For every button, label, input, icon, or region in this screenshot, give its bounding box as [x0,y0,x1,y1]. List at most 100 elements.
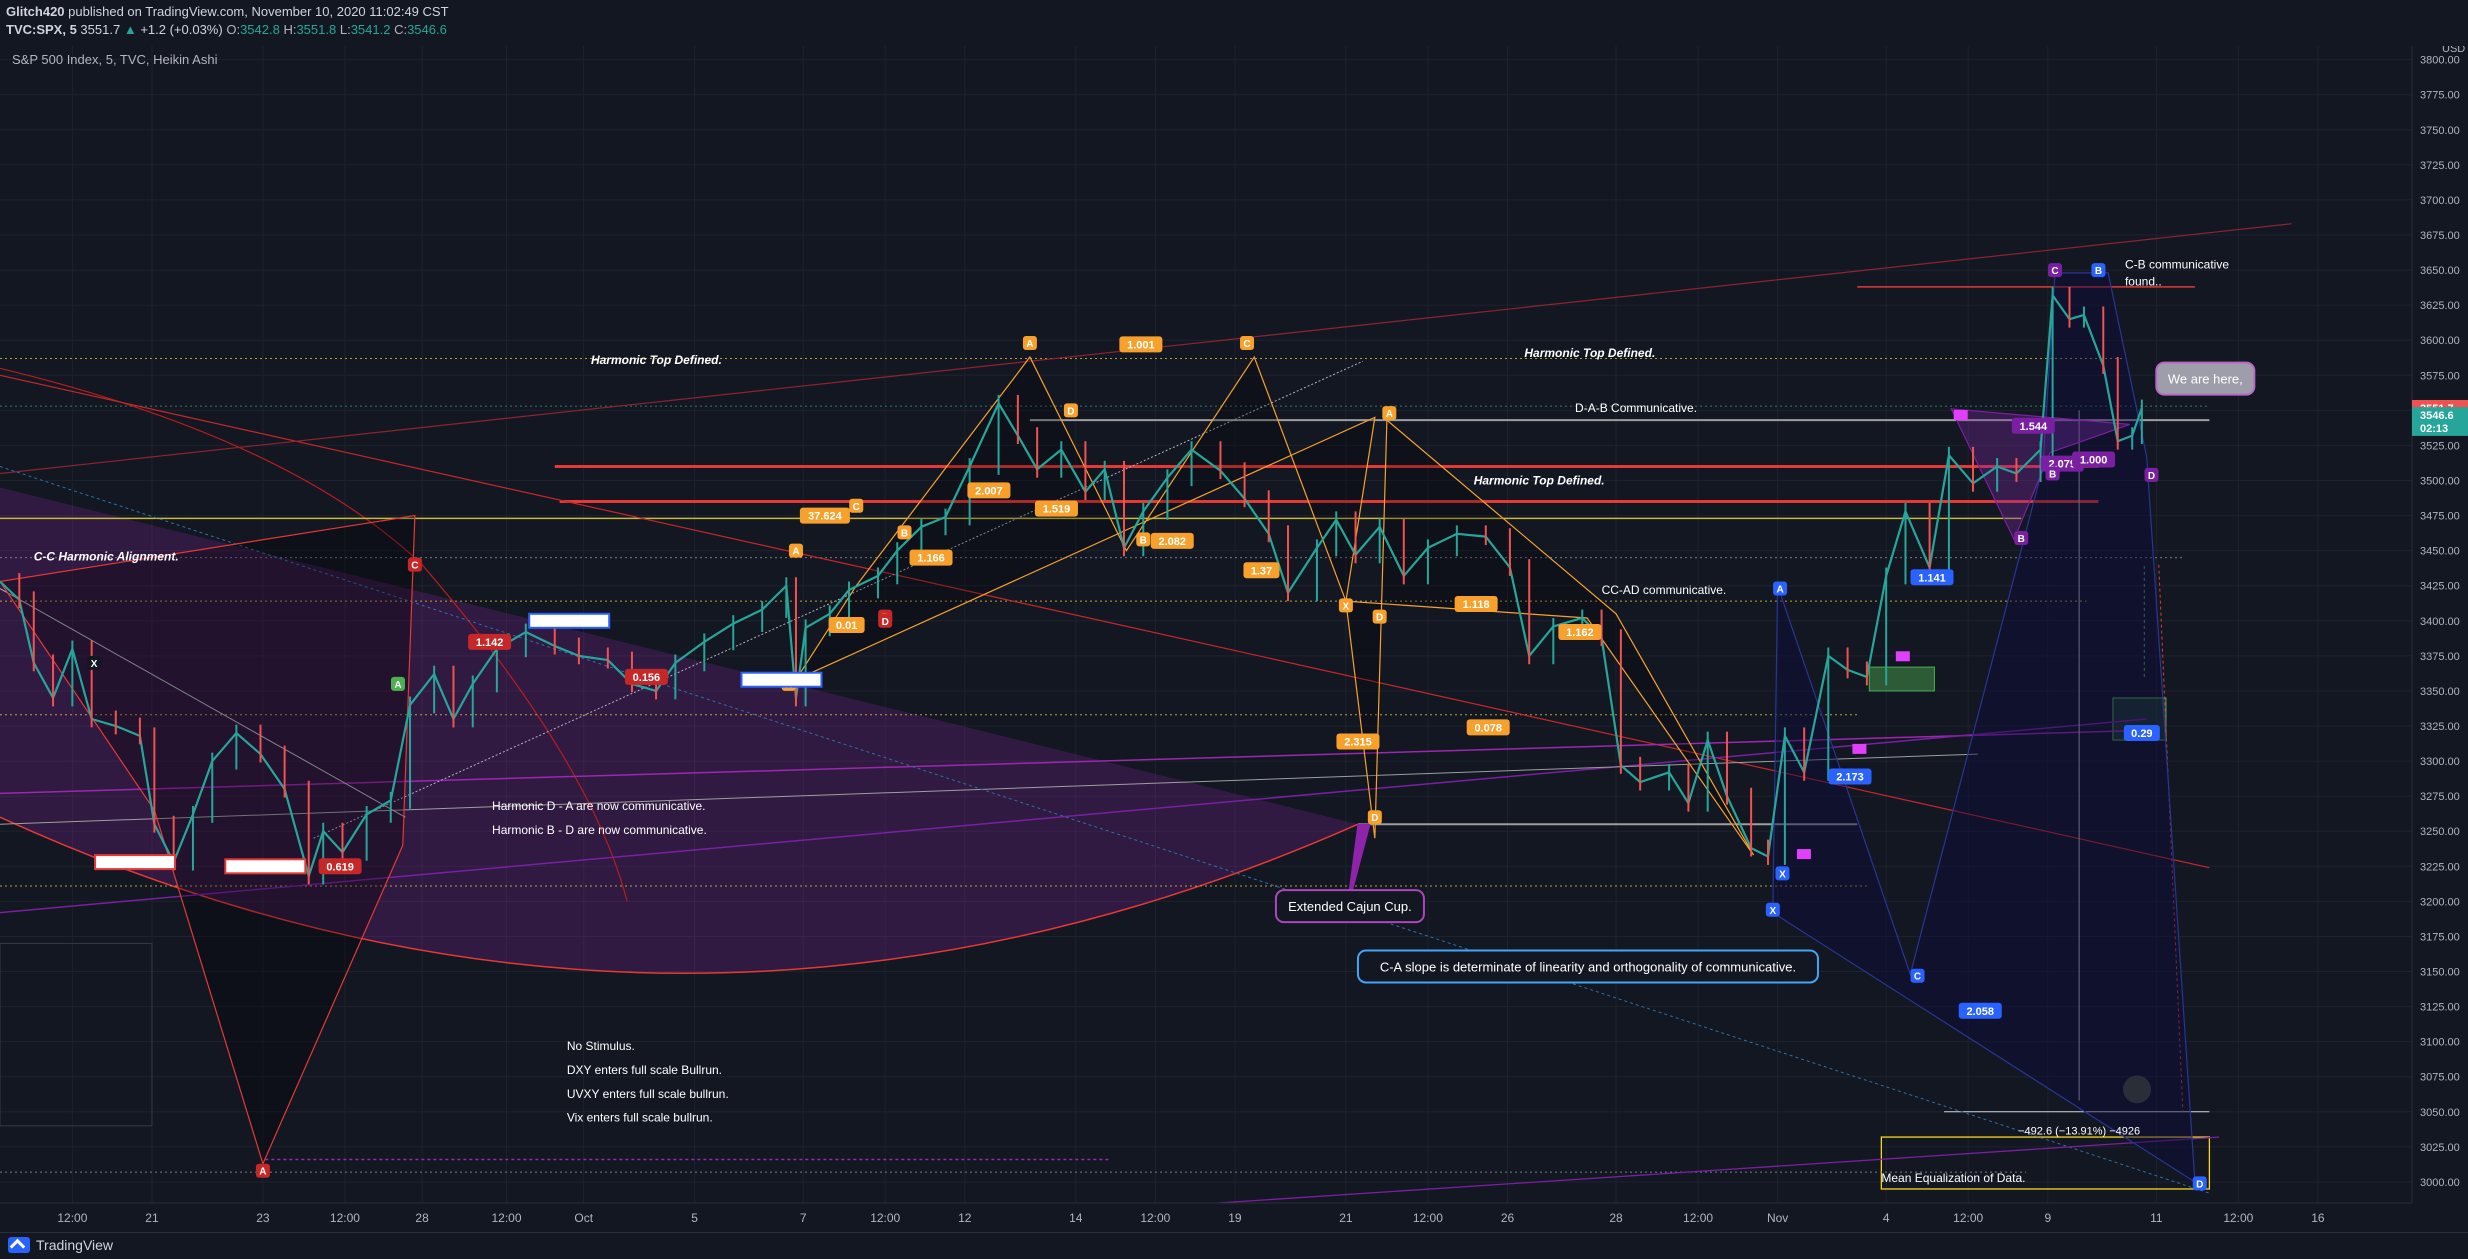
purple-cup-zone [0,487,1358,974]
ratio-label: 1.142 [476,637,504,649]
point-marker-bg [1372,609,1387,624]
point-marker-label: B [901,528,908,539]
x-tick-label: 12:00 [870,1211,900,1225]
chart-header: Glitch420 published on TradingView.com, … [0,0,2468,46]
y-tick-label: 3650.00 [2420,265,2460,277]
y-tick-label: 3350.00 [2420,686,2460,698]
ratio-label-bg [1243,562,1280,579]
background-zones [0,367,2211,1190]
harmonic-pattern-3 [1345,418,1755,856]
blue-dotted-diagonal [0,466,2210,1194]
x-tick-label: 4 [1883,1211,1890,1225]
point-marker-bg [849,498,864,513]
tradingview-brand[interactable]: TradingView [8,1237,113,1253]
red-diagonal-down [0,374,2210,869]
low-label: L: [339,22,351,37]
x-tick-label: 21 [1339,1211,1353,1225]
x-tick-label: 5 [691,1211,698,1225]
x-axis-bg [0,1203,2468,1232]
x-tick-label: Oct [574,1211,593,1225]
y-tick-label: 3000.00 [2420,1177,2460,1189]
y-tick-label: 3150.00 [2420,967,2460,979]
x-tick-label: 12 [958,1211,972,1225]
point-marker-label: A [259,1167,266,1178]
annotation-harmonic-da: Harmonic D - A are now communicative. [492,799,705,813]
flag-marker [1852,743,1867,754]
point-marker-bg [87,655,102,670]
annotation-ccad: CC-AD communicative. [1602,583,1727,597]
y-tick-label: 3600.00 [2420,335,2460,347]
axes: 3800.00 3775.00 3750.00 3725.00 3700.00 3675.… [0,34,2468,1232]
high-value: 3551.8 [296,22,337,37]
point-marker-bg [2014,531,2029,546]
y-tick-label: 3125.00 [2420,1002,2460,1014]
low-value: 3541.2 [350,22,391,37]
ratio-label-bg [1558,624,1602,641]
ratio-label: 2.173 [1836,772,1864,784]
annotation-harmonic-bd: Harmonic B - D are now communicative. [492,823,707,837]
point-marker-bg [1382,406,1397,421]
price-tag: 02:13 [2420,423,2448,435]
point-marker-label: C [411,561,418,572]
x-tick-label: 12:00 [2223,1211,2253,1225]
purple-diagonal-2 [0,718,2147,914]
ratio-label-bg [1119,336,1163,353]
callout-ca-slope: C-A slope is determinate of linearity an… [1380,959,1796,974]
point-marker-label: B [2049,469,2056,480]
y-tick-label: 3525.00 [2420,440,2460,452]
ratio-label-bg [468,633,512,650]
point-marker-label: C [853,502,860,513]
point-marker-label: A [1026,339,1033,350]
published-text: published on TradingView.com, November 1… [68,4,449,19]
x-tick-label: 12:00 [1953,1211,1983,1225]
ratio-label: 1.141 [1918,572,1946,584]
price-chart[interactable]: Harmonic Top Defined. Harmonic Top Define… [0,0,2468,1232]
x-tick-label: 21 [145,1211,159,1225]
ratio-label: 1.118 [1463,599,1490,611]
callout-cajun-cup-box [1274,889,1425,924]
point-marker-label: C [1243,339,1250,350]
point-marker-bg [1240,336,1255,351]
flag-marker [1953,409,1968,420]
y-tick-label: 3700.00 [2420,195,2460,207]
publisher-name[interactable]: Glitch420 [6,4,65,19]
point-marker-label: B [2095,266,2102,277]
open-label: O: [226,22,241,37]
y-tick-label: 3050.00 [2420,1107,2460,1119]
y-tick-label: 3675.00 [2420,230,2460,242]
annotation-measure: −492.6 (−13.91%) −4926 [2018,1125,2140,1137]
ratio-label: 1.544 [2020,421,2048,433]
annotation-uvxy: UVXY enters full scale bullrun. [567,1087,729,1101]
ratio-label: 1.37 [1251,565,1272,577]
x-tick-label: 16 [2311,1211,2325,1225]
point-marker-bg [2048,263,2063,278]
x-tick-label: 28 [415,1211,429,1225]
ratio-label-bg [1150,532,1194,549]
point-marker-bg [1910,968,1925,983]
ratio-label-bg [967,482,1011,499]
y-tick-label: 3625.00 [2420,300,2460,312]
ratio-label: 1.166 [917,553,945,565]
annotation-cc-harmonic: C-C Harmonic Alignment. [34,549,179,563]
left-box [0,942,153,1127]
y-axis-bg [2412,34,2468,1209]
ratio-label: 37.624 [808,511,843,523]
symbol: TVC:SPX, 5 [6,22,77,37]
point-marker-bg [897,525,912,540]
point-marker-label: D [882,617,889,628]
annotation-harmonic-top-3: Harmonic Top Defined. [1474,474,1605,488]
x-tick-label: 26 [1501,1211,1515,1225]
point-marker-label: C [2051,266,2058,277]
annotation-cb-1: C-B communicative [2125,258,2229,272]
purple-diagonal-1 [0,729,2147,795]
trend-lines [0,223,2292,1204]
white-dotted-diagonal [313,360,1363,839]
annotation-mean-equalization: Mean Equalization of Data. [1881,1171,2025,1185]
green-zone-1 [1868,666,1935,692]
mean-equalization-box [1880,1136,2211,1190]
point-marker-label: X [1343,601,1350,612]
price-series [0,286,2143,885]
ratio-label: 1.519 [1043,504,1071,516]
point-marker-label: B [2018,534,2025,545]
annotation-harmonic-top-1: Harmonic Top Defined. [591,353,722,367]
